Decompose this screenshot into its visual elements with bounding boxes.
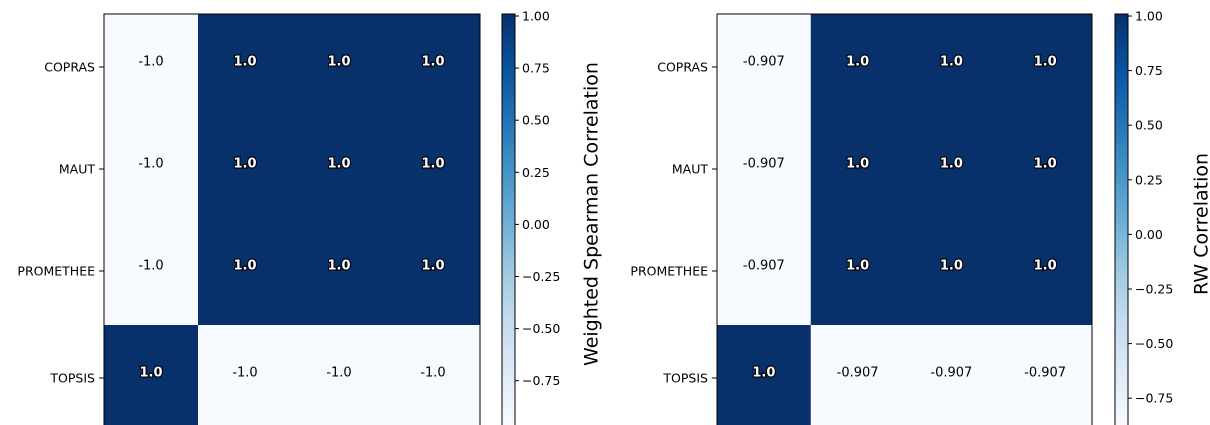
heatmap-cell (998, 118, 1093, 221)
heatmap-cell (198, 325, 293, 425)
cell-value-label: 1.0 (1034, 55, 1057, 70)
colorbar-tick-label: 0.00 (1135, 227, 1163, 242)
colorbar-tick-label: 0.75 (1135, 63, 1163, 78)
heatmap-cell (292, 14, 387, 119)
heatmap-cell (386, 325, 481, 425)
heatmap-cell (198, 118, 293, 221)
colorbar-title: Weighted Spearman Correlation (581, 62, 603, 366)
cell-value-label: -1.0 (420, 366, 445, 381)
cell-value-label: -1.0 (138, 259, 163, 274)
heatmap-cell (810, 325, 905, 425)
heatmap-frame (716, 13, 1093, 425)
cell-value-label: -0.907 (1024, 366, 1066, 381)
colorbar-tick-label: 0.00 (522, 217, 550, 232)
heatmap-cell (292, 220, 387, 326)
colorbar-frame (1114, 13, 1129, 425)
y-tick-label: MAUT (59, 162, 95, 177)
heatmap-cell (998, 325, 1093, 425)
cell-value-label: 1.0 (421, 259, 444, 274)
heatmap-cell (904, 118, 999, 221)
heatmap-cell (292, 325, 387, 425)
cell-value-label: 1.0 (233, 259, 256, 274)
cell-value-label: 1.0 (940, 157, 963, 172)
heatmap-cell (717, 220, 812, 326)
y-tick-label: PROMETHEE (17, 264, 95, 279)
heatmap-cell (717, 325, 812, 425)
cell-value-label: 1.0 (846, 259, 869, 274)
heatmap-cell (810, 220, 905, 326)
cell-value-label: -1.0 (138, 55, 163, 70)
heatmap-cell (198, 14, 293, 119)
cell-value-label: 1.0 (139, 366, 162, 381)
y-tick-label: MAUT (672, 162, 708, 177)
heatmap-cell (810, 118, 905, 221)
heatmap-cell (386, 220, 481, 326)
colorbar-tick-label: 0.50 (1135, 118, 1163, 133)
heatmap-cell (998, 14, 1093, 119)
cell-value-label: 1.0 (752, 366, 775, 381)
heatmap-cell (904, 14, 999, 119)
cell-value-label: -0.907 (743, 259, 785, 274)
colorbar-tick-label: −0.50 (522, 321, 560, 336)
cell-value-label: 1.0 (421, 55, 444, 70)
colorbar-tick-label: −0.25 (522, 269, 560, 284)
cell-value-label: 1.0 (846, 55, 869, 70)
heatmap-panel-spearman: -1.0 1.0 1.0 1.0 -1.0 1.0 1.0 1.0 -1.0 1.0 1.0 1.0 1… (17, 9, 603, 425)
heatmap-cell (998, 220, 1093, 326)
cell-value-label: -0.907 (930, 366, 972, 381)
cell-value-label: -0.907 (837, 366, 879, 381)
colorbar-tick-label: 1.00 (522, 9, 550, 24)
y-tick-label: TOPSIS (49, 371, 95, 386)
heatmap-cell (292, 118, 387, 221)
colorbar-tick-label: −0.25 (1135, 282, 1173, 297)
colorbar-tick-label: −0.75 (522, 373, 560, 388)
cell-value-label: 1.0 (327, 157, 350, 172)
heatmap-cell (104, 325, 199, 425)
colorbar (502, 14, 515, 425)
heatmap-cell (717, 14, 812, 119)
cell-value-label: 1.0 (940, 55, 963, 70)
y-tick-label: COPRAS (657, 60, 708, 75)
cell-value-label: 1.0 (327, 259, 350, 274)
colorbar-tick-label: −0.75 (1135, 391, 1173, 406)
cell-value-label: 1.0 (1034, 157, 1057, 172)
colorbar-tick-label: 0.75 (522, 61, 550, 76)
cell-value-label: -0.907 (743, 55, 785, 70)
heatmap-frame (103, 13, 481, 425)
heatmap-cell (904, 325, 999, 425)
colorbar-tick-label: −0.50 (1135, 336, 1173, 351)
heatmap-panel-rw: -0.907 1.0 1.0 1.0 -0.907 1.0 1.0 1.0 -0.907 1.0 1… (630, 9, 1210, 425)
cell-value-label: 1.0 (1034, 259, 1057, 274)
heatmap-cell (904, 220, 999, 326)
cell-value-label: 1.0 (846, 157, 869, 172)
cell-value-label: -1.0 (326, 366, 351, 381)
heatmap-cell (810, 14, 905, 119)
colorbar (1115, 14, 1128, 425)
heatmap-cell (386, 14, 481, 119)
y-tick-label: PROMETHEE (630, 264, 708, 279)
cell-value-label: 1.0 (327, 55, 350, 70)
heatmap-cell (717, 118, 812, 221)
cell-value-label: -1.0 (232, 366, 257, 381)
cell-value-label: -1.0 (138, 157, 163, 172)
colorbar-tick-label: 0.50 (522, 113, 550, 128)
colorbar-tick-label: 0.25 (522, 165, 550, 180)
y-tick-label: TOPSIS (662, 371, 708, 386)
heatmap-cell (198, 220, 293, 326)
colorbar-tick-label: 0.25 (1135, 172, 1163, 187)
cell-value-label: -0.907 (743, 157, 785, 172)
cell-value-label: 1.0 (233, 157, 256, 172)
heatmap-cell (104, 14, 199, 119)
heatmap-cell (386, 118, 481, 221)
colorbar-tick-label: 1.00 (1135, 9, 1163, 24)
heatmap-cell (104, 118, 199, 221)
cell-value-label: 1.0 (421, 157, 444, 172)
cell-value-label: 1.0 (233, 55, 256, 70)
colorbar-frame (501, 13, 516, 425)
y-tick-label: COPRAS (44, 60, 95, 75)
heatmap-cell (104, 220, 199, 326)
cell-value-label: 1.0 (940, 259, 963, 274)
colorbar-title: RW Correlation (1191, 153, 1210, 295)
